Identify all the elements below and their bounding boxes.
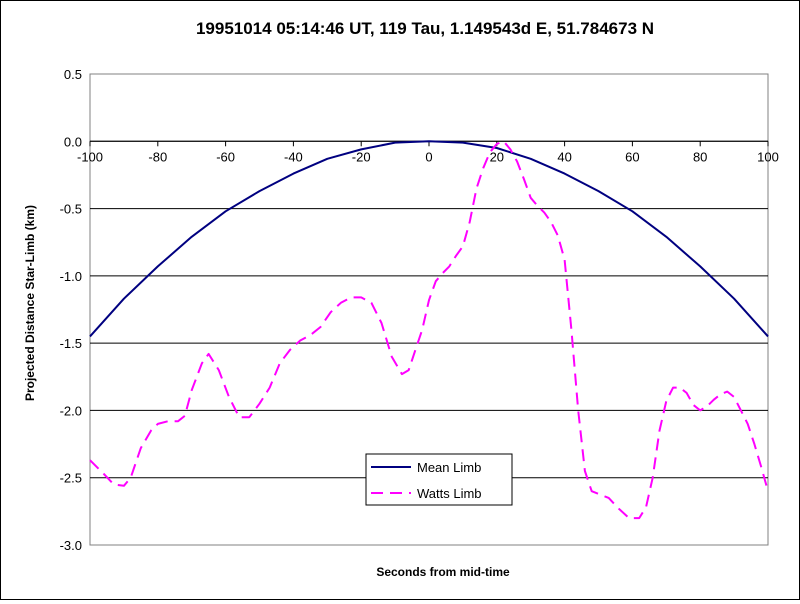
- chart-title: 19951014 05:14:46 UT, 119 Tau, 1.149543d…: [196, 19, 654, 38]
- x-tick-label: 80: [693, 149, 707, 164]
- y-tick-label: -1.0: [60, 269, 82, 284]
- y-tick-labels: 0.5 0.0 -0.5 -1.0 -1.5 -2.0 -2.5 -3.0: [60, 67, 82, 553]
- y-tick-label: 0.5: [64, 67, 82, 82]
- x-tick-label: 0: [425, 149, 432, 164]
- legend-box: [365, 453, 513, 506]
- grid-lines: [89, 140, 769, 479]
- x-tick-label: -20: [352, 149, 371, 164]
- y-tick-label: -3.0: [60, 538, 82, 553]
- x-tick-label: -100: [77, 149, 103, 164]
- y-tick-label: -0.5: [60, 202, 82, 217]
- x-tick-label: -40: [284, 149, 303, 164]
- y-tick-label: -1.5: [60, 336, 82, 351]
- series-lines: [89, 140, 769, 520]
- y-tick-label: -2.0: [60, 403, 82, 418]
- series-line-watts-limb: [89, 140, 769, 520]
- plot-area: [89, 73, 769, 546]
- y-axis-label: Projected Distance Star-Limb (km): [23, 205, 37, 401]
- x-tick-label: -80: [148, 149, 167, 164]
- x-tick-label: -60: [216, 149, 235, 164]
- x-tick-label: 40: [557, 149, 571, 164]
- x-tick-label: 20: [490, 149, 504, 164]
- legend: Mean Limb Watts Limb: [365, 453, 513, 506]
- legend-label-mean-limb: Mean Limb: [417, 460, 481, 475]
- y-tick-label: -2.5: [60, 471, 82, 486]
- series-line-mean-limb: [89, 140, 769, 338]
- x-axis-label: Seconds from mid-time: [376, 565, 510, 579]
- legend-label-watts-limb: Watts Limb: [417, 486, 482, 501]
- x-tick-labels: -100 -80 -60 -40 -20 0 20 40 60 80 100: [77, 149, 779, 164]
- y-tick-label: 0.0: [64, 134, 82, 149]
- x-tick-label: 100: [757, 149, 779, 164]
- x-tick-label: 60: [625, 149, 639, 164]
